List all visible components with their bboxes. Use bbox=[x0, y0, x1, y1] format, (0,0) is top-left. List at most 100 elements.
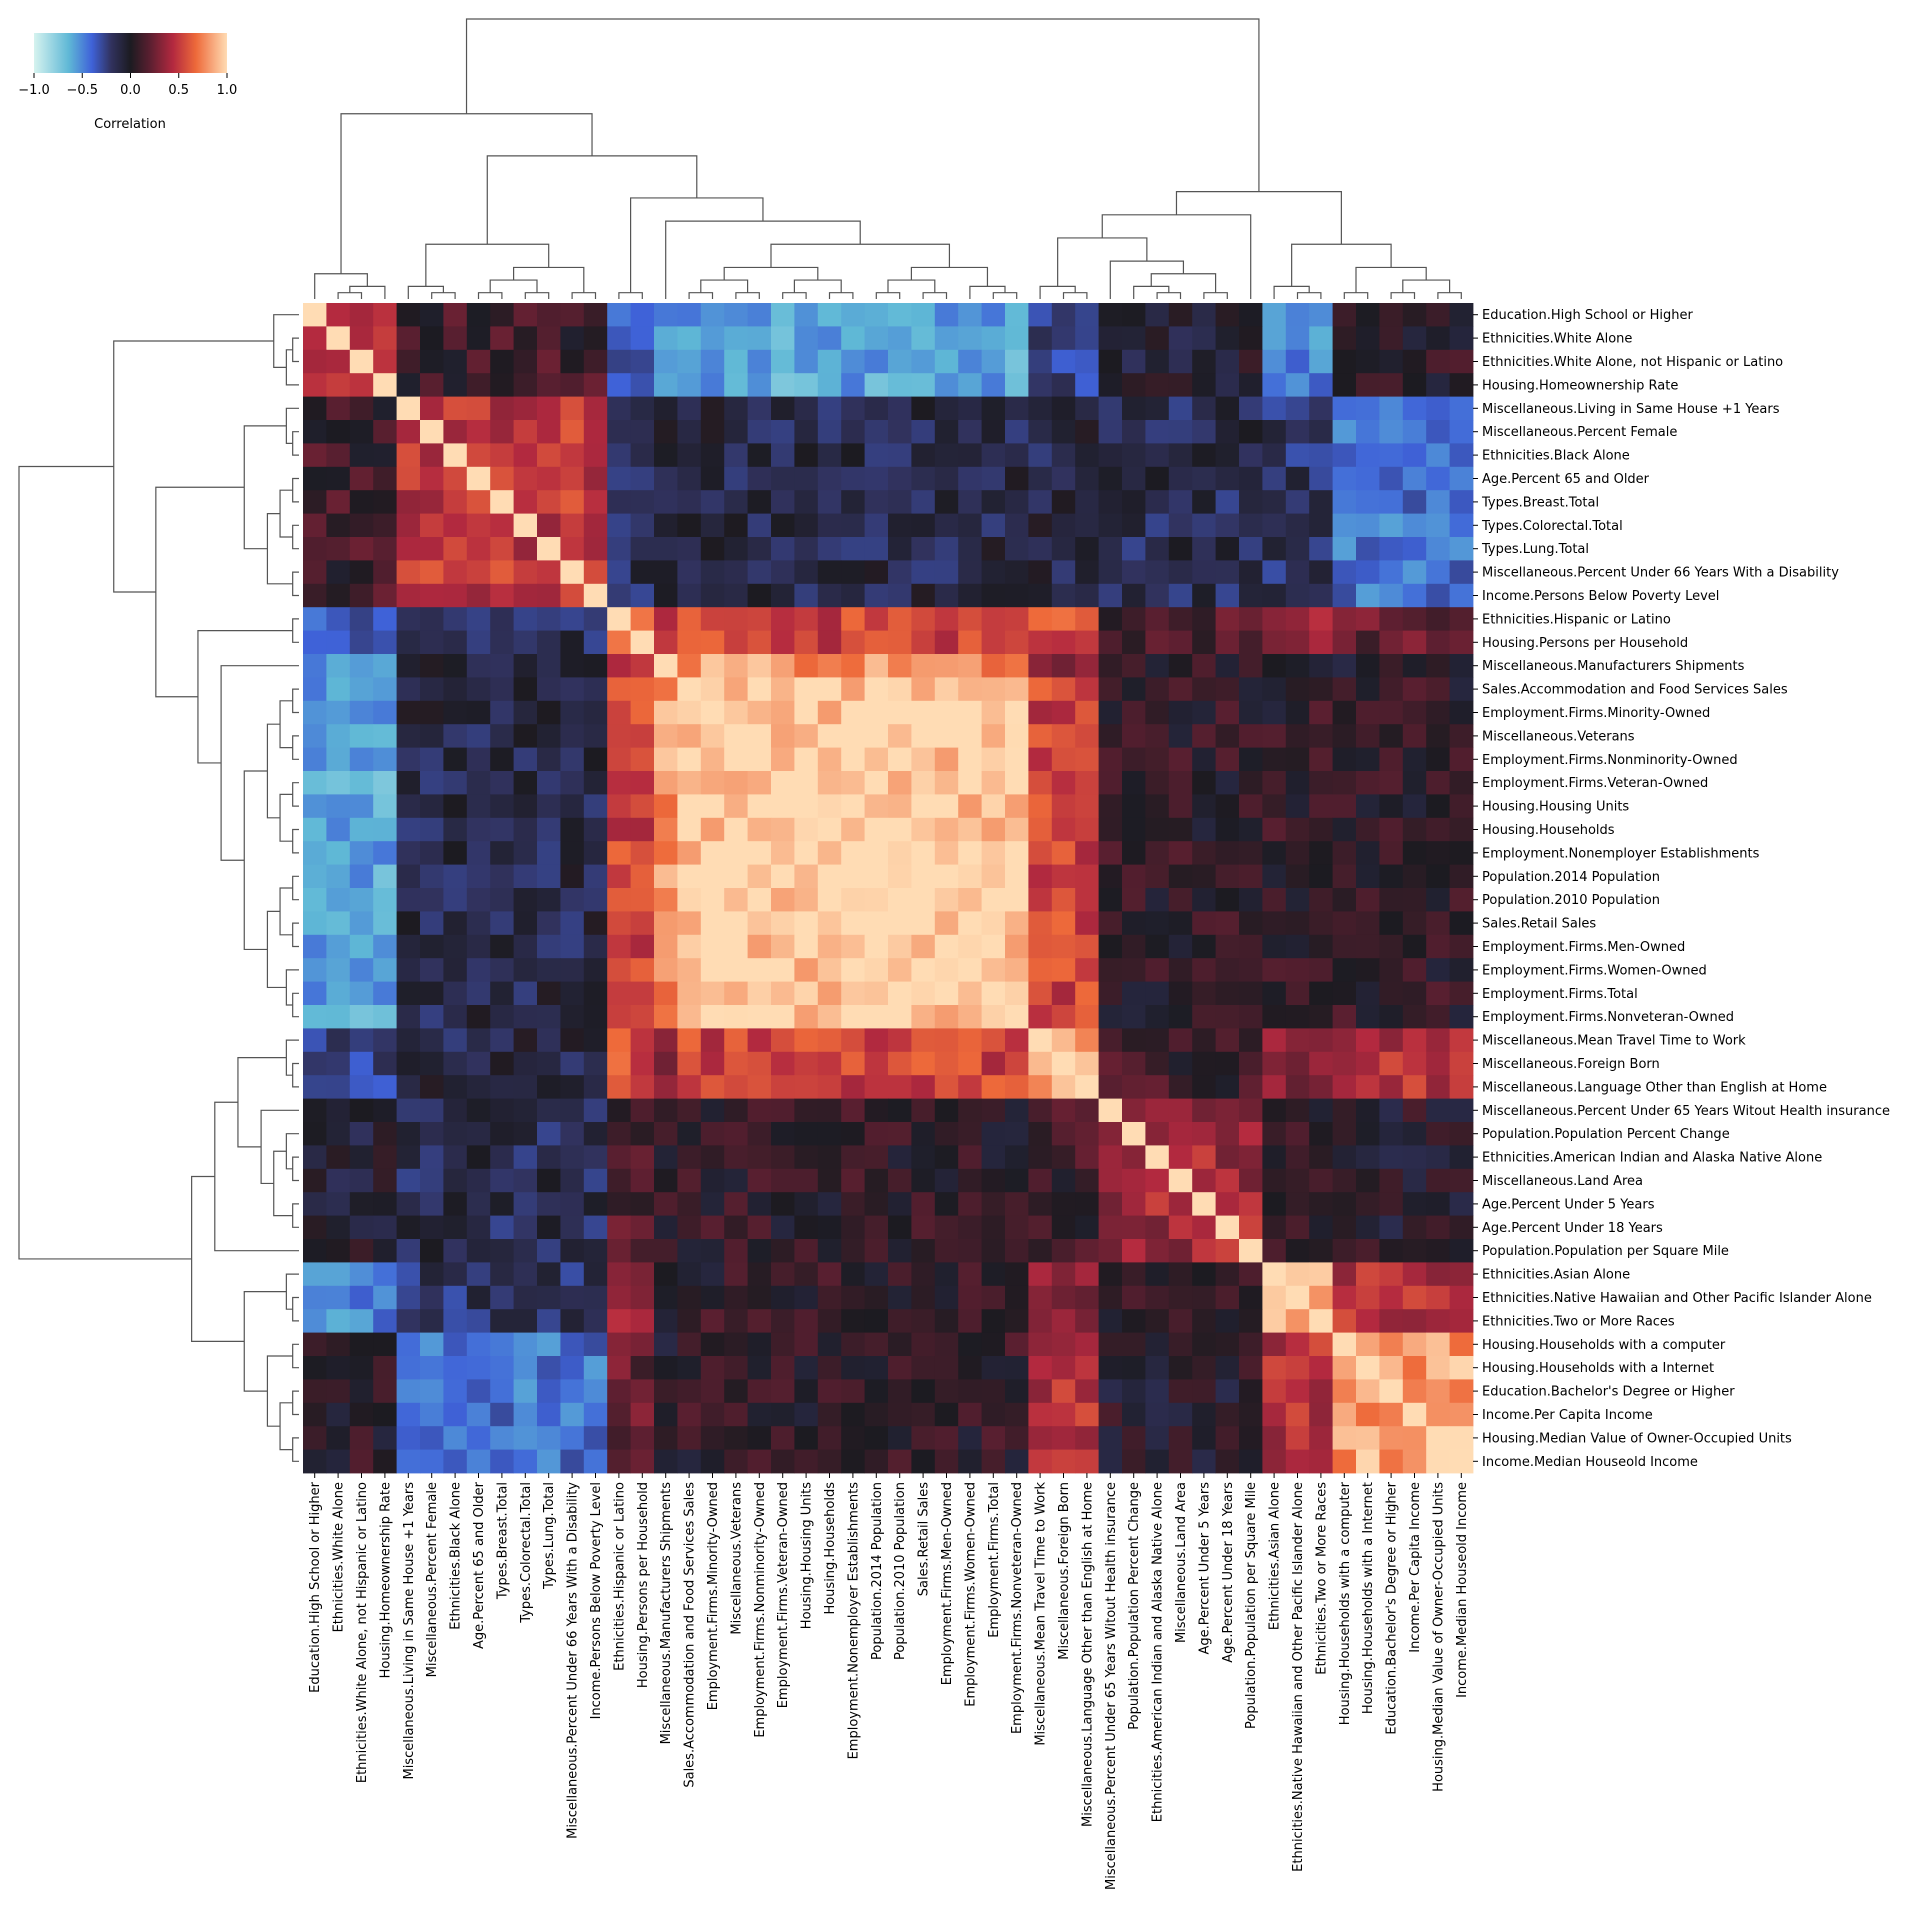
heatmap-cell bbox=[654, 303, 678, 327]
dendrogram-link bbox=[1057, 237, 1148, 287]
heatmap-cell bbox=[747, 1285, 772, 1310]
heatmap-cell bbox=[888, 981, 912, 1006]
column-label: Ethnicities.Native Hawaiian and Other Pa… bbox=[1291, 1482, 1306, 1872]
heatmap-cell bbox=[654, 981, 678, 1006]
heatmap-cell bbox=[1285, 1262, 1310, 1287]
heatmap-cell bbox=[747, 794, 772, 819]
heatmap-cell bbox=[1426, 303, 1450, 327]
heatmap-cell bbox=[1262, 724, 1287, 748]
heatmap-cell bbox=[630, 1215, 655, 1240]
dendrogram-link bbox=[1343, 292, 1369, 299]
heatmap-cell bbox=[1122, 1262, 1146, 1287]
heatmap-cell bbox=[934, 888, 959, 912]
heatmap-cell bbox=[326, 443, 351, 468]
heatmap-cell bbox=[1028, 1215, 1053, 1240]
heatmap-cell bbox=[1028, 443, 1053, 468]
heatmap-cell bbox=[1168, 1239, 1193, 1263]
heatmap-cell bbox=[1098, 864, 1123, 889]
heatmap-cell bbox=[677, 1356, 702, 1380]
heatmap-cell bbox=[771, 1379, 795, 1404]
heatmap-cell bbox=[958, 1168, 982, 1193]
heatmap-cell bbox=[1145, 513, 1170, 538]
heatmap-cell bbox=[934, 700, 959, 725]
heatmap-cell bbox=[1426, 396, 1450, 421]
heatmap-cell bbox=[1239, 724, 1263, 748]
heatmap-cell bbox=[537, 1168, 561, 1193]
heatmap-cell bbox=[420, 326, 444, 351]
heatmap-cell bbox=[771, 700, 795, 725]
heatmap-cell bbox=[1075, 1239, 1099, 1263]
heatmap-cell bbox=[1215, 911, 1240, 936]
heatmap-cell bbox=[1332, 724, 1357, 748]
heatmap-cell bbox=[537, 1449, 561, 1474]
heatmap-cell bbox=[1356, 1239, 1380, 1263]
heatmap-cell bbox=[1379, 1449, 1404, 1474]
heatmap-cell bbox=[1005, 1356, 1029, 1380]
heatmap-cell bbox=[654, 349, 678, 374]
heatmap-cell bbox=[537, 817, 561, 842]
heatmap-cell bbox=[1426, 1075, 1450, 1099]
heatmap-cell bbox=[583, 1239, 608, 1263]
heatmap-cell bbox=[490, 373, 514, 397]
heatmap-cell bbox=[771, 326, 795, 351]
heatmap-cell bbox=[1145, 958, 1170, 982]
heatmap-cell bbox=[466, 888, 491, 912]
heatmap-cell bbox=[1379, 724, 1404, 748]
heatmap-cell bbox=[1285, 700, 1310, 725]
heatmap-cell bbox=[771, 1262, 795, 1287]
heatmap-cell bbox=[654, 1075, 678, 1099]
heatmap-cell bbox=[771, 888, 795, 912]
heatmap-cell bbox=[1215, 583, 1240, 608]
dendrogram-link bbox=[782, 292, 807, 299]
row-label: Employment.Firms.Nonminority-Owned bbox=[1482, 753, 1738, 768]
heatmap-cell bbox=[1449, 490, 1474, 514]
row-label: Housing.Homeownership Rate bbox=[1482, 378, 1678, 393]
heatmap-cell bbox=[326, 1005, 351, 1029]
heatmap-cell bbox=[911, 490, 936, 514]
heatmap-cell bbox=[654, 583, 678, 608]
heatmap-cell bbox=[1215, 654, 1240, 678]
heatmap-cell bbox=[560, 607, 585, 631]
heatmap-cell bbox=[1309, 349, 1333, 374]
row-label: Ethnicities.Two or More Races bbox=[1482, 1314, 1675, 1329]
heatmap-cell bbox=[560, 958, 585, 982]
heatmap-cell bbox=[724, 1449, 748, 1474]
heatmap-cell bbox=[981, 911, 1006, 936]
heatmap-cell bbox=[1005, 958, 1029, 982]
heatmap-cell bbox=[1098, 700, 1123, 725]
heatmap-cell bbox=[700, 1145, 725, 1170]
heatmap-cell bbox=[677, 934, 702, 959]
heatmap-cell bbox=[1356, 1145, 1380, 1170]
heatmap-cell bbox=[747, 1075, 772, 1099]
heatmap-cell bbox=[888, 1449, 912, 1474]
heatmap-cell bbox=[466, 841, 491, 865]
heatmap-cell bbox=[958, 1309, 982, 1333]
column-label: Income.Median Houseold Income bbox=[1455, 1482, 1470, 1698]
heatmap-cell bbox=[888, 1028, 912, 1053]
heatmap-cell bbox=[466, 1309, 491, 1333]
heatmap-cell bbox=[583, 700, 608, 725]
heatmap-cell bbox=[583, 841, 608, 865]
heatmap-cell bbox=[513, 841, 538, 865]
heatmap-cell bbox=[841, 1449, 865, 1474]
heatmap-cell bbox=[911, 911, 936, 936]
heatmap-cell bbox=[1262, 888, 1287, 912]
heatmap-cell bbox=[1192, 1402, 1216, 1427]
heatmap-cell bbox=[466, 1379, 491, 1404]
heatmap-cell bbox=[1449, 1005, 1474, 1029]
heatmap-cell bbox=[794, 490, 819, 514]
heatmap-cell bbox=[817, 1168, 842, 1193]
heatmap-cell bbox=[1309, 1379, 1333, 1404]
row-label: Income.Per Capita Income bbox=[1482, 1408, 1653, 1423]
heatmap-cell bbox=[934, 326, 959, 351]
heatmap-cell bbox=[1192, 303, 1216, 327]
heatmap-cell bbox=[490, 1356, 514, 1380]
heatmap-cell bbox=[420, 958, 444, 982]
heatmap-cell bbox=[583, 817, 608, 842]
heatmap-cell bbox=[981, 841, 1006, 865]
heatmap-cell bbox=[1075, 724, 1099, 748]
heatmap-cell bbox=[1215, 794, 1240, 819]
heatmap-cell bbox=[1005, 934, 1029, 959]
heatmap-cell bbox=[1332, 1239, 1357, 1263]
heatmap-cell bbox=[817, 583, 842, 608]
